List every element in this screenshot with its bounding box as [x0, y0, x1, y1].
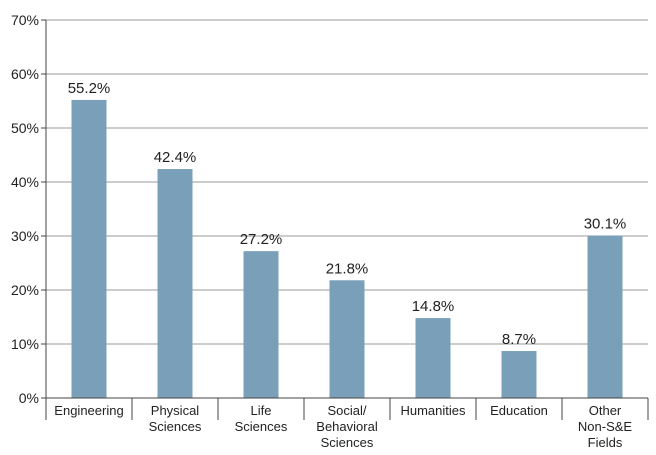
data-label: 30.1% — [584, 215, 627, 232]
data-label: 14.8% — [412, 298, 455, 315]
labels: 0% 10% 20% 30% 40% 50% 60% 70% 55.2% Engineering 4… — [11, 12, 632, 450]
data-label: 27.2% — [240, 231, 283, 248]
data-label: 21.8% — [326, 260, 369, 277]
bar — [329, 280, 365, 398]
x-category-label: Life Sciences — [235, 403, 288, 434]
y-tick-label: 20% — [11, 282, 39, 298]
data-label: 42.4% — [154, 149, 197, 166]
bar — [501, 351, 537, 398]
gridlines — [46, 19, 648, 345]
bars — [71, 99, 623, 399]
y-tick-label: 60% — [11, 66, 39, 82]
y-tick-label: 70% — [11, 12, 39, 28]
y-tick-label: 10% — [11, 336, 39, 352]
x-category-label: Humanities — [400, 403, 466, 418]
x-category-label: Physical Sciences — [149, 403, 202, 434]
y-tick-label: 0% — [19, 390, 39, 406]
y-tick-label: 30% — [11, 228, 39, 244]
x-category-label: Social/Behavioral Sciences — [316, 403, 378, 450]
x-category-label: Other Non-S&E Fields — [578, 403, 633, 450]
data-label: 55.2% — [68, 80, 111, 97]
bar — [587, 235, 623, 398]
bar — [71, 99, 107, 399]
x-category-label: Education — [490, 403, 548, 418]
bar — [415, 318, 451, 398]
data-label: 8.7% — [502, 331, 536, 348]
x-category-label: Engineering — [54, 403, 123, 418]
bar — [243, 251, 279, 398]
bar — [157, 169, 193, 398]
y-tick-label: 50% — [11, 120, 39, 136]
y-tick-label: 40% — [11, 174, 39, 190]
axes — [41, 19, 649, 420]
